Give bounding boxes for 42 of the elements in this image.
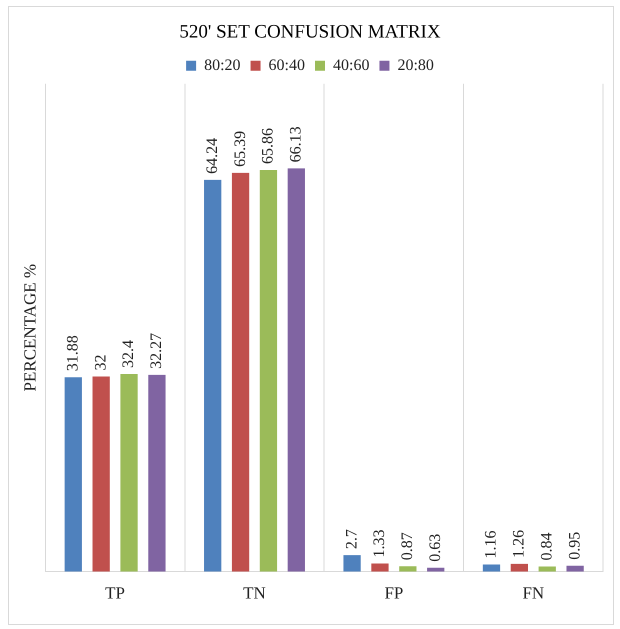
data-label: 64.24 [204, 138, 221, 174]
bar [399, 566, 416, 572]
data-label: 65.86 [260, 128, 277, 164]
data-label: 32.27 [148, 332, 166, 369]
bar [482, 564, 500, 572]
chart-title: 520' SET CONFUSION MATRIX [179, 21, 441, 42]
bar [204, 180, 222, 572]
x-tick-label: FP [384, 583, 404, 602]
bar [538, 566, 556, 572]
bar [232, 172, 250, 572]
x-tick-label: TP [105, 583, 126, 602]
x-tick-label: FN [522, 583, 544, 602]
data-label: 1.26 [510, 530, 528, 558]
bar [64, 377, 82, 572]
bar [371, 563, 389, 572]
legend-label: 40:60 [333, 57, 370, 74]
data-label: 1.16 [482, 530, 500, 559]
data-label: 2.7 [343, 529, 360, 550]
bar [148, 374, 166, 572]
legend-label: 60:40 [268, 57, 306, 74]
y-axis-title: PERCENTAGE % [20, 264, 40, 392]
data-label: 0.63 [426, 534, 444, 562]
bar [288, 168, 305, 572]
data-label: 0.87 [399, 532, 416, 560]
data-label: 32 [92, 354, 110, 370]
x-tick-label: TN [243, 583, 266, 602]
bar [120, 374, 138, 572]
data-label: 66.13 [288, 126, 305, 162]
bar [427, 568, 444, 572]
bar [566, 566, 584, 572]
legend-label: 80:20 [204, 57, 241, 74]
data-label: 32.4 [120, 340, 138, 368]
data-label: 0.84 [538, 532, 556, 560]
data-label: 0.95 [566, 532, 584, 560]
bar [92, 376, 110, 572]
bar [510, 564, 528, 572]
data-label: 1.33 [371, 529, 388, 558]
bar [343, 555, 361, 572]
bar [260, 170, 278, 572]
legend-label: 20:80 [397, 57, 434, 74]
data-label: 65.39 [232, 130, 249, 167]
data-label: 31.88 [64, 335, 82, 372]
